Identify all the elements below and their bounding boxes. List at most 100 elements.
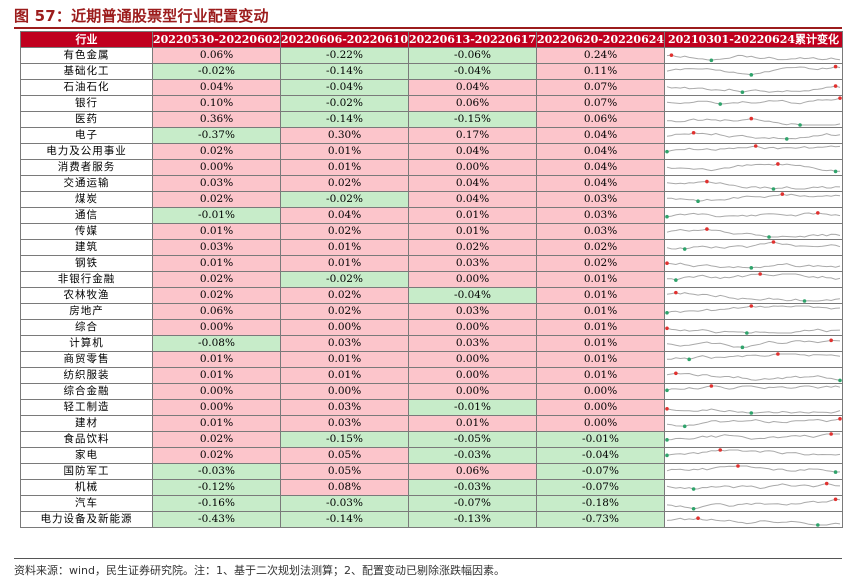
change-cell: 0.04% <box>536 143 665 160</box>
table-row: 电力及公用事业 0.02% 0.01% 0.04% 0.04% <box>20 143 843 160</box>
industry-name: 汽车 <box>20 495 153 512</box>
change-cell: 0.03% <box>280 415 409 432</box>
cumulative-sparkline <box>664 127 843 144</box>
sparkline-min-point <box>798 123 802 127</box>
sparkline-max-point <box>709 384 714 388</box>
table-body: 有色金属 0.06% -0.22% -0.06% 0.24% 基础化工 -0.02% -0.1… <box>20 47 843 528</box>
sparkline-path <box>666 339 841 348</box>
sparkline-max-point <box>674 290 678 295</box>
change-cell: 0.00% <box>536 415 665 432</box>
change-cell: -0.04% <box>280 79 409 96</box>
table-row: 汽车 -0.16% -0.03% -0.07% -0.18% <box>20 495 843 512</box>
change-cell: 0.00% <box>408 351 537 368</box>
change-cell: 0.01% <box>280 239 409 256</box>
table-row: 电子 -0.37% 0.30% 0.17% 0.04% <box>20 127 843 144</box>
change-cell: 0.00% <box>408 271 537 288</box>
change-cell: 0.02% <box>536 255 665 272</box>
change-cell: -0.02% <box>280 95 409 112</box>
change-cell: 0.00% <box>280 319 409 336</box>
table-row: 钢铁 0.01% 0.01% 0.03% 0.02% <box>20 255 843 272</box>
cumulative-sparkline <box>664 191 843 208</box>
sparkline-min-point <box>674 278 678 282</box>
change-cell: -0.04% <box>408 287 537 304</box>
change-cell: -0.07% <box>536 463 665 480</box>
sparkline-path <box>666 465 841 473</box>
sparkline-max-point <box>705 227 709 231</box>
header-cumulative: 20210301-20220624累计变化 <box>664 31 843 48</box>
change-cell: 0.02% <box>280 175 409 192</box>
sparkline-min-point <box>665 149 669 154</box>
cumulative-sparkline <box>664 447 843 464</box>
change-cell: -0.22% <box>280 47 409 64</box>
sparkline-min-point <box>682 424 687 429</box>
sparkline-min-point <box>665 388 669 393</box>
sparkline-max-point <box>816 211 820 215</box>
footer-rule <box>14 558 842 559</box>
change-cell: 0.08% <box>280 479 409 496</box>
change-cell: 0.00% <box>152 159 281 176</box>
sparkline-max-point <box>718 448 723 452</box>
change-cell: 0.03% <box>280 399 409 416</box>
table-row: 消费者服务 0.00% 0.01% 0.00% 0.04% <box>20 159 843 176</box>
industry-name: 煤炭 <box>20 191 153 208</box>
table-row: 综合 0.00% 0.00% 0.00% 0.01% <box>20 319 843 336</box>
change-cell: 0.01% <box>536 335 665 352</box>
cumulative-sparkline <box>664 143 843 160</box>
table-row: 机械 -0.12% 0.08% -0.03% -0.07% <box>20 479 843 496</box>
cumulative-sparkline <box>664 463 843 480</box>
industry-name: 电子 <box>20 127 153 144</box>
change-cell: 0.03% <box>536 207 665 224</box>
cumulative-sparkline <box>664 479 843 496</box>
sparkline-path <box>666 273 841 281</box>
change-cell: 0.01% <box>536 319 665 336</box>
sparkline-path <box>666 305 841 314</box>
table-row: 石油石化 0.04% -0.04% 0.04% 0.07% <box>20 79 843 96</box>
industry-name: 非银行金融 <box>20 271 153 288</box>
change-cell: 0.01% <box>536 271 665 288</box>
industry-name: 消费者服务 <box>20 159 153 176</box>
industry-name: 综合金融 <box>20 383 153 400</box>
change-cell: 0.36% <box>152 111 281 128</box>
sparkline-min-point <box>833 169 838 174</box>
sparkline-path <box>666 212 841 218</box>
industry-name: 医药 <box>20 111 153 128</box>
cumulative-sparkline <box>664 383 843 400</box>
change-cell: 0.02% <box>152 191 281 208</box>
change-cell: -0.43% <box>152 511 281 528</box>
change-cell: 0.01% <box>536 367 665 384</box>
sparkline-max-point <box>838 96 842 100</box>
sparkline-min-point <box>740 345 745 350</box>
allocation-table: 行业 20220530-20220602 20220606-20220610 2… <box>20 31 843 528</box>
change-cell: 0.01% <box>152 367 281 384</box>
change-cell: 0.01% <box>280 159 409 176</box>
change-cell: 0.10% <box>152 95 281 112</box>
change-cell: 0.02% <box>152 271 281 288</box>
title-rule <box>14 27 842 29</box>
cumulative-sparkline <box>664 47 843 64</box>
sparkline-path <box>666 517 841 526</box>
change-cell: 0.02% <box>152 287 281 304</box>
table-row: 纺织服装 0.01% 0.01% 0.00% 0.01% <box>20 367 843 384</box>
header-row: 行业 20220530-20220602 20220606-20220610 2… <box>20 31 843 48</box>
sparkline-max-point <box>776 352 780 356</box>
cumulative-sparkline <box>664 495 843 512</box>
cumulative-sparkline <box>664 351 843 368</box>
change-cell: 0.02% <box>280 223 409 240</box>
change-cell: 0.05% <box>280 463 409 480</box>
change-cell: 0.01% <box>536 351 665 368</box>
change-cell: -0.01% <box>152 207 281 224</box>
industry-name: 建筑 <box>20 239 153 256</box>
sparkline-min-point <box>687 357 691 362</box>
change-cell: -0.07% <box>408 495 537 512</box>
change-cell: 0.06% <box>408 95 537 112</box>
sparkline-min-point <box>691 506 696 511</box>
industry-name: 银行 <box>20 95 153 112</box>
sparkline-path <box>666 292 841 302</box>
change-cell: -0.07% <box>536 479 665 496</box>
table-row: 家电 0.02% 0.05% -0.03% -0.04% <box>20 447 843 464</box>
change-cell: -0.15% <box>408 111 537 128</box>
table-row: 综合金融 0.00% 0.00% 0.00% 0.00% <box>20 383 843 400</box>
change-cell: 0.00% <box>536 383 665 400</box>
table-row: 传媒 0.01% 0.02% 0.01% 0.03% <box>20 223 843 240</box>
change-cell: -0.18% <box>536 495 665 512</box>
